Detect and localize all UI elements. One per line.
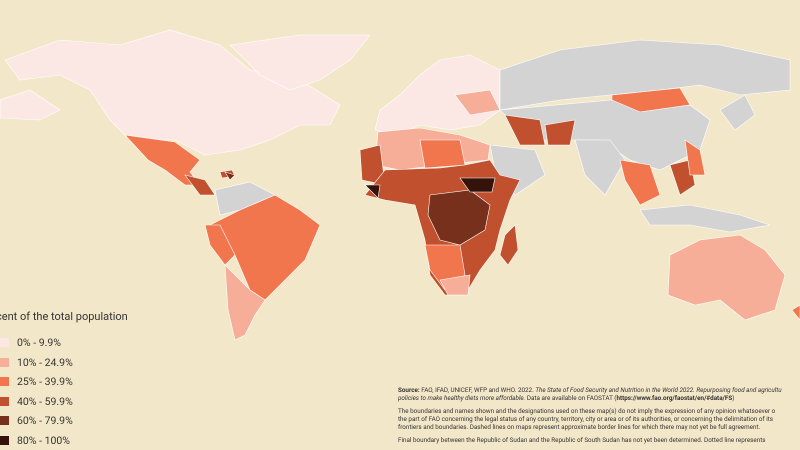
legend-label: 80% - 100% — [17, 433, 70, 447]
disclaimer-line: the part of FAO concerning the legal sta… — [398, 415, 774, 423]
source-label: Source: — [398, 386, 420, 394]
region — [459, 177, 496, 193]
region — [639, 204, 771, 233]
legend-swatch — [0, 338, 9, 348]
region — [4, 29, 341, 156]
region — [791, 304, 800, 321]
legend-swatch — [0, 357, 9, 367]
region — [544, 119, 576, 146]
region — [684, 139, 706, 176]
region — [224, 264, 266, 341]
legend-item: 40% - 59.9% — [0, 392, 128, 412]
region — [184, 174, 216, 196]
source-text: Data are available on FAOSTAT ( — [525, 394, 617, 402]
source-title: The State of Food Security and Nutrition… — [535, 386, 782, 394]
legend-item: 0% - 9.9% — [0, 333, 128, 353]
region — [669, 159, 696, 196]
region — [619, 159, 661, 206]
legend-label: 60% - 79.9% — [17, 414, 73, 428]
region — [427, 189, 491, 246]
source-text: FAO, IFAD, UNICEF, WFP and WHO. 2022. — [419, 386, 536, 394]
region — [504, 114, 546, 146]
region — [667, 234, 786, 321]
source-text: ) — [732, 394, 735, 402]
source: Source: FAO, IFAD, UNICEF, WFP and WHO. … — [398, 386, 800, 402]
source-url[interactable]: https://www.fao.org/faostat/en/#data/FS — [616, 394, 733, 402]
region — [499, 39, 791, 111]
region — [204, 224, 236, 266]
legend-swatch — [0, 396, 9, 406]
legend-item: 10% - 24.9% — [0, 353, 128, 373]
legend-title: cent of the total population — [0, 310, 128, 323]
sudan-note: Final boundary between the Republic of S… — [398, 436, 766, 444]
legend-swatch — [0, 435, 9, 445]
region — [224, 171, 236, 181]
disclaimer: The boundaries and names shown and the d… — [398, 407, 800, 431]
legend-item: 80% - 100% — [0, 431, 128, 450]
legend-label: 0% - 9.9% — [17, 336, 61, 350]
legend-item: 25% - 39.9% — [0, 372, 128, 392]
region — [439, 274, 471, 296]
legend-label: 25% - 39.9% — [17, 375, 73, 389]
region — [574, 139, 626, 196]
legend-label: 40% - 59.9% — [17, 394, 73, 408]
region — [364, 184, 381, 199]
source-title: policies to make healthy diets more affo… — [398, 394, 526, 402]
disclaimer-line: The boundaries and names shown and the d… — [398, 407, 776, 415]
region — [0, 89, 61, 121]
disclaimer-line: frontiers and boundaries. Dashed lines o… — [398, 423, 761, 431]
region — [499, 224, 519, 266]
region — [229, 34, 371, 91]
region — [719, 94, 756, 131]
legend-swatch — [0, 416, 9, 426]
notes: Source: FAO, IFAD, UNICEF, WFP and WHO. … — [398, 386, 800, 449]
legend-label: 10% - 24.9% — [17, 355, 73, 369]
legend-swatch — [0, 377, 9, 387]
legend-item: 60% - 79.9% — [0, 411, 128, 431]
region — [419, 139, 466, 169]
legend: cent of the total population 0% - 9.9% 10%… — [0, 310, 128, 450]
